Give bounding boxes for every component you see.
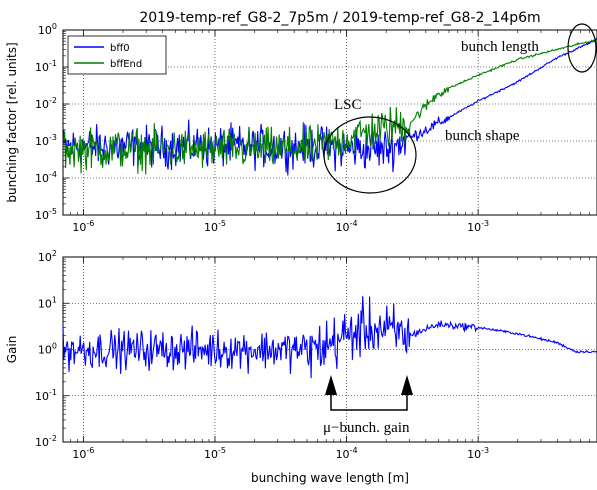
top-y-axis-label: bunching factor [rel. units] — [5, 42, 19, 202]
bottom-panel: 10-6 10-5 10-4 10-3 10-2 10-1 100 101 102 Gain b… — [5, 249, 597, 485]
top-series-group — [62, 37, 597, 176]
top-y-tick-label: 10-3 — [35, 133, 57, 148]
top-y-tick-label: 10-5 — [35, 207, 57, 222]
legend-label-bffEnd: bffEnd — [110, 59, 142, 70]
lsc-ellipse — [323, 116, 417, 194]
top-y-tick-label: 10-1 — [35, 59, 57, 74]
bot-y-tick-label: 102 — [38, 249, 57, 264]
arrow-up-icon — [401, 375, 413, 395]
bot-x-tick-label: 10-5 — [204, 446, 226, 461]
bottom-series-group — [62, 296, 597, 379]
bot-y-tick-label: 101 — [38, 295, 57, 310]
arrow-up-icon — [325, 375, 337, 395]
top-series-line-bffEnd — [62, 39, 597, 175]
top-y-tick-label: 100 — [38, 22, 57, 37]
bot-x-tick-label: 10-4 — [336, 446, 358, 461]
top-y-tick-label: 10-2 — [35, 96, 57, 111]
bot-y-tick-label: 100 — [38, 342, 57, 357]
legend-box — [67, 35, 167, 75]
bot-x-tick-label: 10-3 — [467, 446, 489, 461]
legend: bff0 bffEnd — [67, 35, 167, 75]
gain-bracket-line — [330, 391, 408, 411]
top-y-tick-label: 10-4 — [35, 170, 57, 185]
bot-y-tick-label: 10-1 — [35, 388, 57, 403]
top-series-line-bff0 — [62, 37, 597, 176]
top-panel: 2019-temp-ref_G8-2_7p5m / 2019-temp-ref_… — [5, 10, 597, 234]
bot-series-line-gain — [62, 296, 597, 379]
gain-bracket — [325, 375, 413, 411]
bottom-y-axis-label: Gain — [5, 336, 19, 364]
bunch-length-ellipse — [567, 23, 597, 73]
annotation-bunch-shape: bunch shape — [445, 128, 520, 144]
annotation-mu-bunch-gain: μ−bunch. gain — [323, 420, 410, 436]
legend-label-bff0: bff0 — [110, 43, 130, 54]
annotation-lsc: LSC — [334, 97, 362, 113]
x-axis-label: bunching wave length [m] — [251, 471, 409, 485]
top-x-tick-label: 10-4 — [336, 219, 358, 234]
bot-x-tick-label: 10-6 — [72, 446, 94, 461]
bot-y-tick-label: 10-2 — [35, 434, 57, 449]
annotation-bunch-length: bunch length — [461, 39, 539, 55]
chart-title: 2019-temp-ref_G8-2_7p5m / 2019-temp-ref_… — [139, 10, 540, 26]
bottom-grid — [63, 256, 597, 443]
top-x-tick-label: 10-5 — [204, 219, 226, 234]
top-x-tick-label: 10-6 — [72, 219, 94, 234]
top-x-tick-label: 10-3 — [467, 219, 489, 234]
bottom-ticks: 10-6 10-5 10-4 10-3 10-2 10-1 100 101 102 — [35, 249, 597, 461]
